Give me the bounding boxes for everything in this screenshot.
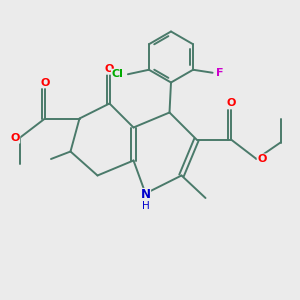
Text: F: F [216,68,224,78]
Text: O: O [226,98,236,109]
Text: O: O [10,133,20,143]
Text: O: O [105,64,114,74]
Text: O: O [257,154,267,164]
Text: O: O [40,77,50,88]
Text: Cl: Cl [112,69,123,79]
Text: N: N [140,188,151,202]
Text: H: H [142,201,149,211]
